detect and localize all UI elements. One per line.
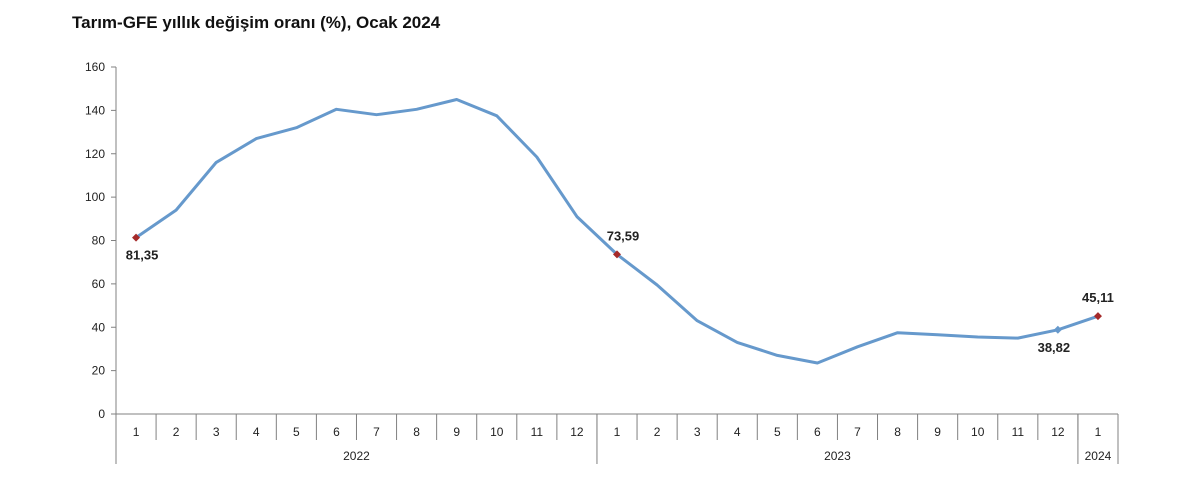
x-tick-label: 11 [531,425,544,439]
x-tick-label: 8 [413,425,420,439]
x-tick-label: 5 [774,425,781,439]
x-tick-label: 4 [253,425,260,439]
data-point-marker [132,233,141,242]
x-tick-label: 3 [694,425,701,439]
y-tick-label: 80 [92,234,106,248]
x-tick-label: 4 [734,425,741,439]
y-tick-label: 0 [98,407,105,421]
x-tick-label: 3 [213,425,220,439]
y-tick-label: 20 [92,364,106,378]
x-tick-label: 11 [1012,425,1025,439]
x-tick-label: 6 [814,425,821,439]
x-tick-label: 2 [654,425,661,439]
x-tick-label: 12 [570,425,584,439]
x-tick-label: 12 [1051,425,1065,439]
data-label: 73,59 [607,228,640,243]
x-tick-label: 1 [133,425,140,439]
y-tick-label: 140 [85,103,105,117]
y-tick-label: 40 [92,320,106,334]
chart-title: Tarım-GFE yıllık değişim oranı (%), Ocak… [72,13,441,32]
x-tick-label: 1 [1095,425,1102,439]
x-tick-label: 10 [971,425,985,439]
data-label: 81,35 [126,248,159,263]
chart-data-labels: 81,35 73,59 38,82 45,11 [126,228,1114,354]
data-point-marker [1093,312,1102,321]
data-point-marker [1053,325,1062,334]
x-tick-label: 9 [453,425,460,439]
data-label: 38,82 [1038,340,1071,355]
data-label: 45,11 [1082,290,1114,305]
x-tick-label: 5 [293,425,300,439]
y-tick-label: 100 [85,190,105,204]
y-tick-label: 120 [85,147,105,161]
data-point-marker [613,250,621,259]
x-tick-label: 7 [373,425,380,439]
x-tick-label: 9 [934,425,941,439]
year-label: 2022 [343,449,370,463]
x-tick-label: 1 [614,425,621,439]
chart-series [132,98,1102,365]
y-tick-label: 60 [92,277,106,291]
year-label: 2024 [1085,449,1112,463]
x-tick-label: 8 [894,425,901,439]
x-tick-label: 2 [173,425,180,439]
year-label: 2023 [824,449,851,463]
x-tick-label: 6 [333,425,340,439]
y-tick-label: 160 [85,60,105,74]
x-tick-label: 7 [854,425,861,439]
x-tick-label: 10 [490,425,504,439]
